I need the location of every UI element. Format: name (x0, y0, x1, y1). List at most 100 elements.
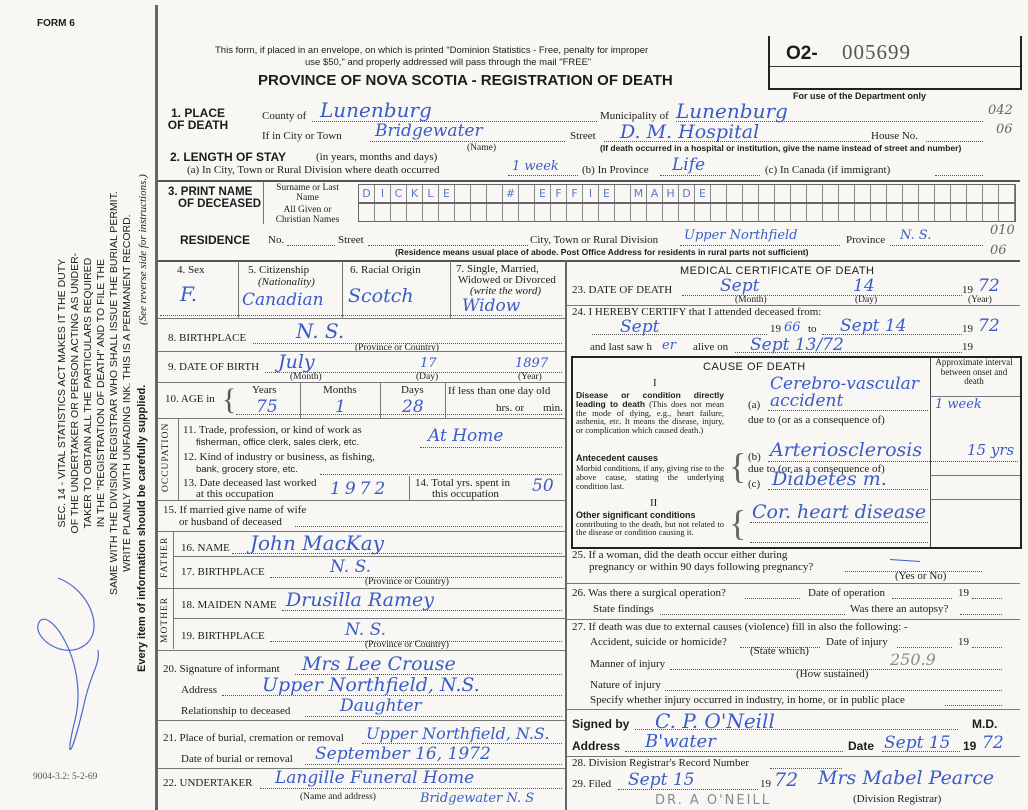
given-name-letter-cell[interactable] (663, 204, 679, 221)
surname-letter-cell[interactable]: K (407, 185, 423, 202)
municipality-field[interactable] (676, 121, 983, 122)
given-name-letter-cell[interactable] (583, 204, 599, 221)
given-name-letter-cell[interactable] (743, 204, 759, 221)
given-name-letter-cell[interactable] (535, 204, 551, 221)
surgical-operation-field[interactable] (745, 598, 800, 599)
operation-year-field[interactable] (972, 598, 1002, 599)
given-name-letter-cell[interactable] (919, 204, 935, 221)
surname-letter-cell[interactable]: F (551, 185, 567, 202)
injury-place-field[interactable] (945, 705, 1002, 706)
surname-letter-cell[interactable] (999, 185, 1015, 202)
relationship-field[interactable] (305, 716, 562, 717)
surname-letter-cell[interactable]: I (375, 185, 391, 202)
mother-name-field[interactable] (282, 610, 562, 611)
surname-grid[interactable]: D I C K L E # E F F I E M A H D E (358, 184, 1016, 203)
industry-field[interactable] (320, 474, 562, 475)
given-name-letter-cell[interactable] (727, 204, 743, 221)
surname-letter-cell[interactable] (919, 185, 935, 202)
residence-no-field[interactable] (287, 245, 335, 246)
physician-address-field[interactable] (625, 751, 843, 752)
surname-letter-cell[interactable] (903, 185, 919, 202)
attended-from-field[interactable] (592, 334, 767, 335)
given-name-letter-cell[interactable] (887, 204, 903, 221)
surname-letter-cell[interactable] (487, 185, 503, 202)
surname-letter-cell[interactable] (807, 185, 823, 202)
last-saw-field[interactable] (735, 352, 962, 353)
surname-letter-cell[interactable] (455, 185, 471, 202)
street-field[interactable] (604, 141, 869, 142)
surname-letter-cell[interactable] (727, 185, 743, 202)
surname-letter-cell[interactable] (951, 185, 967, 202)
given-name-letter-cell[interactable] (855, 204, 871, 221)
informant-signature-field[interactable] (295, 674, 562, 675)
given-name-letter-cell[interactable] (679, 204, 695, 221)
given-name-letter-cell[interactable] (775, 204, 791, 221)
surname-letter-cell[interactable] (759, 185, 775, 202)
residence-province-field[interactable] (890, 245, 983, 246)
accident-field[interactable] (740, 647, 820, 648)
surname-letter-cell[interactable]: M (631, 185, 647, 202)
given-name-letter-cell[interactable] (839, 204, 855, 221)
autopsy-field[interactable] (960, 614, 1002, 615)
given-name-letter-cell[interactable] (807, 204, 823, 221)
father-birthplace-field[interactable] (270, 577, 562, 578)
spouse-field[interactable] (295, 526, 562, 527)
cause-a-field[interactable] (768, 410, 928, 411)
given-name-letter-cell[interactable] (599, 204, 615, 221)
given-name-letter-cell[interactable] (711, 204, 727, 221)
surname-letter-cell[interactable]: E (695, 185, 711, 202)
given-name-letter-cell[interactable] (871, 204, 887, 221)
birthplace-field[interactable] (253, 343, 562, 344)
surname-letter-cell[interactable] (983, 185, 999, 202)
given-name-letter-cell[interactable] (823, 204, 839, 221)
residence-city-field[interactable] (680, 245, 840, 246)
given-name-letter-cell[interactable] (455, 204, 471, 221)
county-field[interactable] (312, 121, 597, 122)
other-conditions-field-2[interactable] (750, 542, 928, 543)
given-name-letter-cell[interactable] (695, 204, 711, 221)
attended-to-field[interactable] (822, 334, 962, 335)
given-names-grid[interactable] (358, 203, 1016, 222)
surname-letter-cell[interactable] (471, 185, 487, 202)
surname-letter-cell[interactable] (711, 185, 727, 202)
given-name-letter-cell[interactable] (567, 204, 583, 221)
given-name-letter-cell[interactable] (903, 204, 919, 221)
given-name-letter-cell[interactable] (439, 204, 455, 221)
surname-letter-cell[interactable]: L (423, 185, 439, 202)
burial-place-field[interactable] (362, 743, 562, 744)
surname-letter-cell[interactable]: # (503, 185, 519, 202)
given-name-letter-cell[interactable] (999, 204, 1015, 221)
given-name-letter-cell[interactable] (759, 204, 775, 221)
surname-letter-cell[interactable] (519, 185, 535, 202)
given-name-letter-cell[interactable] (551, 204, 567, 221)
sign-date-field[interactable] (882, 751, 960, 752)
given-name-letter-cell[interactable] (935, 204, 951, 221)
given-name-letter-cell[interactable] (631, 204, 647, 221)
given-name-letter-cell[interactable] (615, 204, 631, 221)
dob-field[interactable] (265, 372, 562, 373)
surname-letter-cell[interactable]: A (647, 185, 663, 202)
surname-letter-cell[interactable]: D (359, 185, 375, 202)
given-name-letter-cell[interactable] (647, 204, 663, 221)
surname-letter-cell[interactable]: E (599, 185, 615, 202)
stay-canada-field[interactable] (935, 175, 983, 176)
surname-letter-cell[interactable] (615, 185, 631, 202)
residence-street-field[interactable] (368, 245, 528, 246)
given-name-letter-cell[interactable] (471, 204, 487, 221)
date-of-injury-field[interactable] (897, 647, 952, 648)
surname-letter-cell[interactable] (855, 185, 871, 202)
injury-year-field[interactable] (972, 647, 1002, 648)
given-name-letter-cell[interactable] (391, 204, 407, 221)
other-conditions-field[interactable] (750, 522, 928, 523)
given-name-letter-cell[interactable] (407, 204, 423, 221)
surname-letter-cell[interactable] (887, 185, 903, 202)
surname-letter-cell[interactable]: F (567, 185, 583, 202)
house-field[interactable] (926, 141, 983, 142)
date-of-death-field[interactable] (682, 295, 962, 296)
cause-b-field[interactable] (768, 461, 1018, 462)
burial-date-field[interactable] (305, 764, 562, 765)
filed-field[interactable] (618, 789, 758, 790)
surname-letter-cell[interactable]: I (583, 185, 599, 202)
surname-letter-cell[interactable] (823, 185, 839, 202)
surname-letter-cell[interactable]: H (663, 185, 679, 202)
